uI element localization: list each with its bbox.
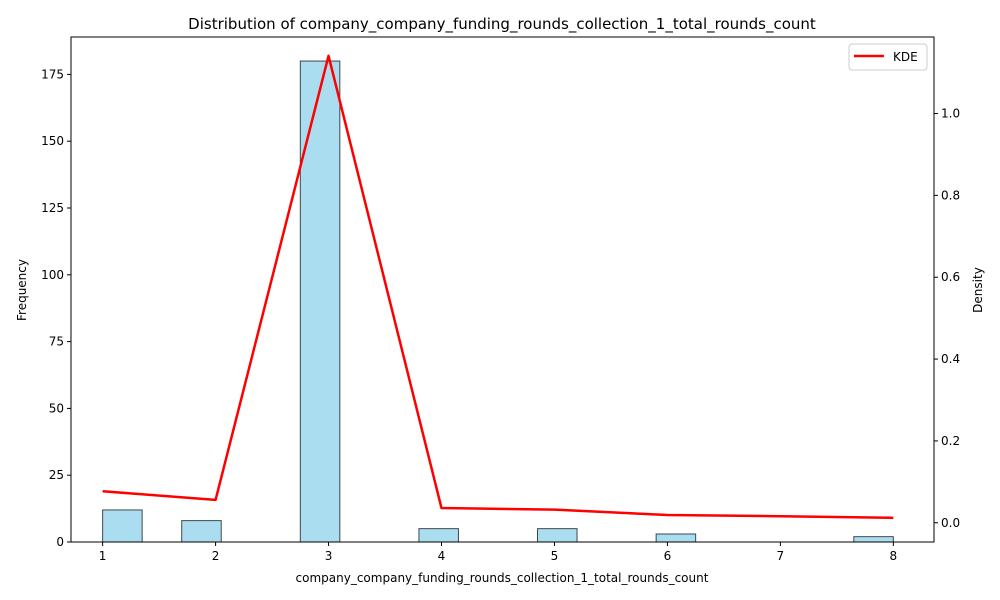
y-tick-label-75: 75: [49, 335, 64, 349]
y-axis-label: Frequency: [15, 259, 29, 321]
histogram-bar-1: [181, 520, 222, 543]
x-tick-label-5: 5: [551, 549, 559, 563]
x-tick-label-4: 4: [438, 549, 446, 563]
y2-tick-label-0.2: 0.2: [941, 434, 960, 448]
legend-kde-label: KDE: [893, 50, 918, 64]
y-tick-label-100: 100: [41, 268, 64, 282]
y-tick-label-125: 125: [41, 201, 64, 215]
y-tick-label-150: 150: [41, 134, 64, 148]
histogram-bar-4: [537, 528, 578, 543]
chart-title: Distribution of company_company_funding_…: [188, 15, 816, 34]
y2-tick-label-0.8: 0.8: [941, 188, 960, 202]
y2-tick-label-0.6: 0.6: [941, 270, 960, 284]
x-tick-label-6: 6: [664, 549, 672, 563]
histogram-bar-3: [418, 528, 459, 543]
x-tick-label-3: 3: [325, 549, 333, 563]
y-tick-label-50: 50: [49, 401, 64, 415]
x-tick-label-2: 2: [212, 549, 220, 563]
y2-tick-label-0.4: 0.4: [941, 352, 960, 366]
y2-axis-label: Density: [971, 267, 985, 313]
x-tick-label-7: 7: [777, 549, 785, 563]
y-tick-label-175: 175: [41, 67, 64, 81]
x-tick-label-1: 1: [99, 549, 107, 563]
legend-box: [848, 43, 928, 71]
histogram-bar-2: [299, 60, 341, 543]
x-axis-label: company_company_funding_rounds_collectio…: [296, 571, 709, 585]
y2-tick-label-0: 0.0: [941, 516, 960, 530]
histogram-bar-0: [102, 509, 143, 543]
histogram-bar-5: [655, 533, 697, 543]
axes-layer: 1 2 3 4 5 6 7 8 0 25 50 75 100 125 150 175 0.0 0.2 0.4 0.6 0…: [41, 36, 960, 563]
kde-line: [102, 54, 894, 520]
y-tick-label-25: 25: [49, 468, 64, 482]
plot-frame: [70, 36, 935, 543]
kde-layer: [102, 54, 894, 520]
histogram-bar-6: [853, 536, 894, 543]
legend: KDE: [848, 43, 928, 71]
bars-layer: [102, 60, 894, 543]
y2-tick-label-1: 1.0: [941, 107, 960, 121]
y-tick-label-0: 0: [56, 535, 64, 549]
x-tick-label-8: 8: [890, 549, 898, 563]
